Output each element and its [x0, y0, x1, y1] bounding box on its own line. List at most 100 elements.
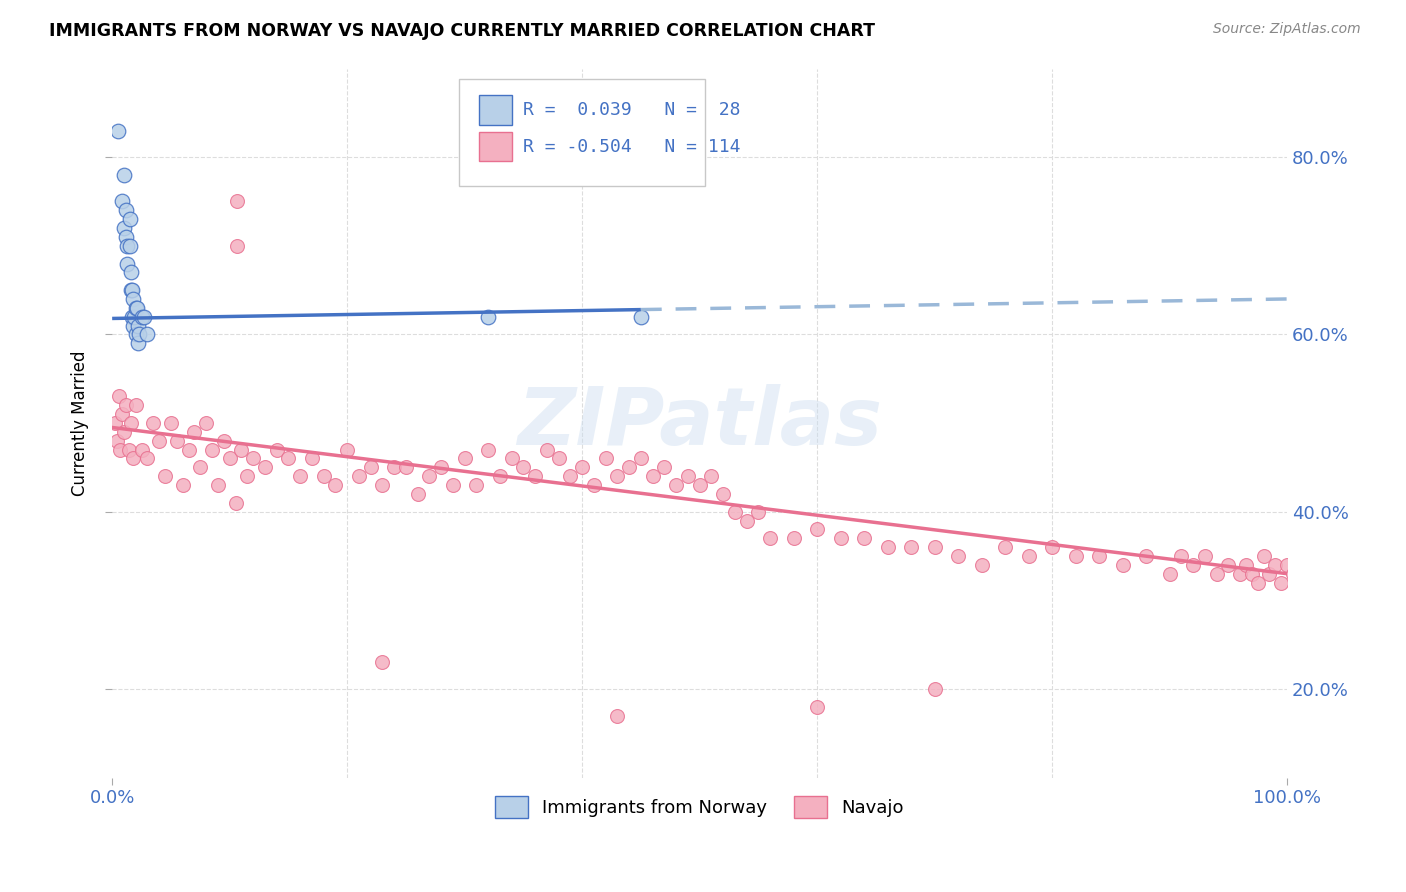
- Point: [131, 310, 153, 324]
- Point: [853, 531, 876, 545]
- Point: [266, 442, 288, 457]
- Point: [1270, 575, 1292, 590]
- Point: [547, 451, 569, 466]
- Point: [900, 540, 922, 554]
- Point: [946, 549, 969, 563]
- Point: [806, 522, 828, 536]
- Point: [120, 416, 142, 430]
- Point: [115, 203, 138, 218]
- Point: [582, 478, 605, 492]
- Point: [465, 478, 488, 492]
- Text: R =  0.039   N =  28: R = 0.039 N = 28: [523, 101, 741, 119]
- Point: [617, 460, 640, 475]
- Point: [1264, 558, 1286, 572]
- Point: [924, 540, 946, 554]
- Point: [131, 442, 153, 457]
- Point: [1018, 549, 1040, 563]
- Point: [124, 310, 146, 324]
- Point: [301, 451, 323, 466]
- Point: [288, 469, 311, 483]
- Point: [371, 656, 394, 670]
- Point: [1253, 549, 1275, 563]
- Point: [142, 416, 165, 430]
- Text: R = -0.504   N = 114: R = -0.504 N = 114: [523, 137, 741, 155]
- Text: ZIPatlas: ZIPatlas: [517, 384, 882, 462]
- Point: [1182, 558, 1205, 572]
- Point: [630, 310, 652, 324]
- Point: [1294, 558, 1316, 572]
- Point: [253, 460, 276, 475]
- Point: [188, 460, 211, 475]
- Point: [108, 389, 131, 403]
- Point: [231, 442, 253, 457]
- Point: [689, 478, 711, 492]
- Point: [1088, 549, 1111, 563]
- Point: [105, 434, 128, 448]
- Point: [430, 460, 453, 475]
- Text: IMMIGRANTS FROM NORWAY VS NAVAJO CURRENTLY MARRIED CORRELATION CHART: IMMIGRANTS FROM NORWAY VS NAVAJO CURRENT…: [49, 22, 875, 40]
- Point: [1258, 566, 1281, 581]
- Point: [1275, 558, 1298, 572]
- Point: [127, 318, 149, 333]
- Point: [277, 451, 299, 466]
- Point: [735, 514, 758, 528]
- Point: [115, 398, 138, 412]
- Point: [172, 478, 194, 492]
- FancyBboxPatch shape: [458, 79, 706, 186]
- Point: [1040, 540, 1063, 554]
- Point: [103, 416, 125, 430]
- Point: [127, 336, 149, 351]
- Point: [122, 451, 145, 466]
- Point: [676, 469, 699, 483]
- Point: [970, 558, 993, 572]
- Point: [1240, 566, 1263, 581]
- Point: [124, 398, 146, 412]
- Point: [117, 442, 139, 457]
- Point: [124, 327, 146, 342]
- Point: [207, 478, 229, 492]
- Point: [1299, 566, 1322, 581]
- Point: [536, 442, 558, 457]
- Point: [1135, 549, 1157, 563]
- Point: [477, 310, 499, 324]
- Point: [1229, 566, 1251, 581]
- Point: [1205, 566, 1227, 581]
- Point: [1194, 549, 1216, 563]
- Legend: Immigrants from Norway, Navajo: Immigrants from Norway, Navajo: [488, 789, 911, 825]
- Point: [136, 451, 159, 466]
- Point: [700, 469, 723, 483]
- Point: [166, 434, 188, 448]
- Point: [489, 469, 512, 483]
- Point: [571, 460, 593, 475]
- Point: [132, 310, 155, 324]
- Point: [117, 256, 139, 270]
- Point: [225, 239, 247, 253]
- Point: [201, 442, 224, 457]
- Point: [606, 469, 628, 483]
- Point: [994, 540, 1017, 554]
- Point: [654, 460, 676, 475]
- Point: [183, 425, 205, 439]
- Point: [153, 469, 176, 483]
- Text: Source: ZipAtlas.com: Source: ZipAtlas.com: [1213, 22, 1361, 37]
- Point: [136, 327, 159, 342]
- Point: [724, 505, 747, 519]
- Point: [1282, 566, 1305, 581]
- Point: [711, 487, 734, 501]
- Point: [242, 451, 264, 466]
- Point: [177, 442, 200, 457]
- Point: [225, 194, 247, 209]
- Point: [1170, 549, 1192, 563]
- Point: [1159, 566, 1181, 581]
- Point: [160, 416, 183, 430]
- Point: [630, 451, 652, 466]
- Point: [876, 540, 898, 554]
- Point: [117, 239, 139, 253]
- Point: [225, 496, 247, 510]
- Point: [107, 123, 129, 137]
- Point: [395, 460, 418, 475]
- Point: [148, 434, 170, 448]
- Point: [1234, 558, 1257, 572]
- Y-axis label: Currently Married: Currently Married: [72, 351, 89, 496]
- Point: [371, 478, 394, 492]
